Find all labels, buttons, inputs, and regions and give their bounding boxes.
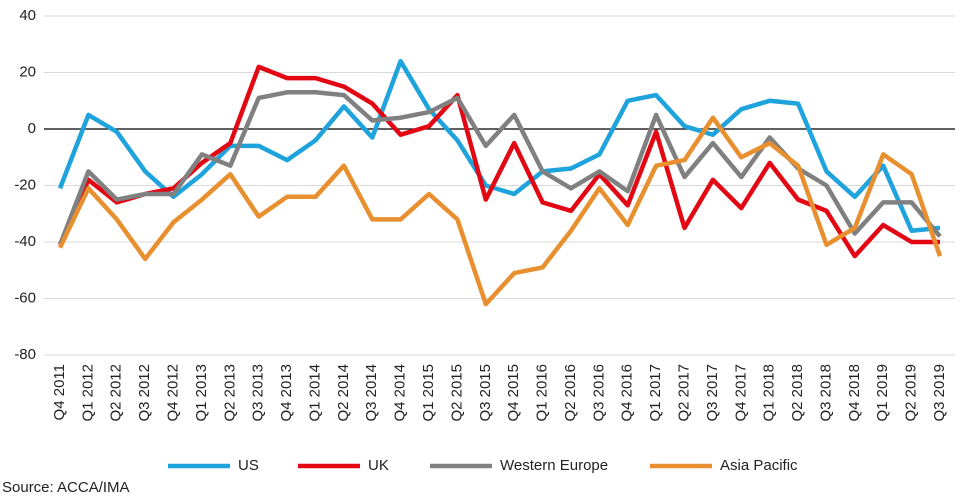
legend-label: US xyxy=(238,457,259,474)
x-tick-label: Q2 2014 xyxy=(335,364,352,422)
y-tick-label: -60 xyxy=(14,289,36,306)
x-tick-label: Q4 2016 xyxy=(619,364,636,422)
x-tick-label: Q2 2015 xyxy=(448,364,465,422)
x-tick-label: Q2 2016 xyxy=(562,364,579,422)
legend-label: UK xyxy=(368,457,389,474)
legend-label: Western Europe xyxy=(500,457,608,474)
y-tick-label: 40 xyxy=(19,7,36,24)
x-tick-label: Q1 2013 xyxy=(193,364,210,422)
x-tick-label: Q1 2014 xyxy=(306,364,323,422)
legend-label: Asia Pacific xyxy=(720,457,798,474)
x-tick-label: Q4 2018 xyxy=(846,364,863,422)
x-tick-label: Q4 2013 xyxy=(278,364,295,422)
y-tick-label: -20 xyxy=(14,176,36,193)
x-tick-label: Q3 2013 xyxy=(250,364,267,422)
x-tick-label: Q3 2018 xyxy=(817,364,834,422)
source-note: Source: ACCA/IMA xyxy=(2,479,130,496)
x-tick-label: Q3 2019 xyxy=(931,364,948,422)
x-tick-label: Q3 2012 xyxy=(136,364,153,422)
x-tick-label: Q3 2015 xyxy=(477,364,494,422)
series-line xyxy=(57,115,943,307)
x-tick-label: Q1 2015 xyxy=(420,364,437,422)
x-tick-label: Q1 2016 xyxy=(534,364,551,422)
x-tick-label: Q1 2017 xyxy=(647,364,664,422)
y-tick-label: -40 xyxy=(14,233,36,250)
x-tick-label: Q3 2017 xyxy=(704,364,721,422)
x-tick-label: Q2 2018 xyxy=(789,364,806,422)
series-line xyxy=(57,58,941,233)
y-tick-label: -80 xyxy=(14,346,36,363)
x-tick-label: Q2 2012 xyxy=(108,364,125,422)
x-tick-label: Q2 2017 xyxy=(675,364,692,422)
x-tick-label: Q4 2014 xyxy=(392,364,409,422)
x-tick-label: Q4 2015 xyxy=(505,364,522,422)
x-tick-label: Q4 2017 xyxy=(732,364,749,422)
series-line xyxy=(57,64,940,259)
x-tick-label: Q3 2016 xyxy=(590,364,607,422)
y-tick-label: 20 xyxy=(19,63,36,80)
x-tick-label: Q3 2014 xyxy=(363,364,380,422)
x-tick-label: Q4 2012 xyxy=(165,364,182,422)
x-tick-label: Q4 2011 xyxy=(51,364,68,420)
x-tick-label: Q1 2012 xyxy=(79,364,96,422)
x-tick-label: Q2 2019 xyxy=(903,364,920,422)
y-tick-label: 0 xyxy=(28,120,36,137)
x-tick-label: Q1 2019 xyxy=(874,364,891,422)
x-tick-label: Q2 2013 xyxy=(221,364,238,422)
x-tick-label: Q1 2018 xyxy=(761,364,778,422)
